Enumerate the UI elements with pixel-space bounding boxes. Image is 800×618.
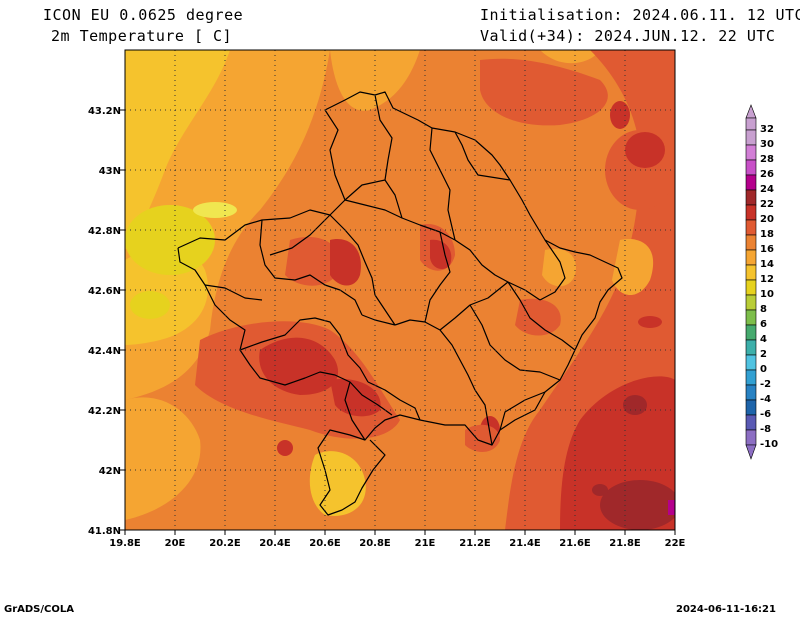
colorbar-label: 18 <box>760 229 774 240</box>
colorbar-label: -10 <box>760 439 778 450</box>
valid-time: Valid(+34): 2024.JUN.12. 22 UTC <box>480 27 776 45</box>
colorbar-cell <box>745 399 757 416</box>
init-time: Initialisation: 2024.06.11. 12 UTC <box>480 6 800 24</box>
colorbar-cell <box>745 204 757 221</box>
colorbar-cell <box>745 159 757 176</box>
colorbar-cell <box>745 174 757 191</box>
colorbar-cell <box>745 234 757 251</box>
colorbar-label: 28 <box>760 154 774 165</box>
colorbar-cell <box>745 279 757 296</box>
colorbar-label: 0 <box>760 364 767 375</box>
lon-tick-label: 20.4E <box>259 538 291 549</box>
lon-tick-label: 19.8E <box>109 538 141 549</box>
colorbar-cell <box>745 414 757 431</box>
colorbar-label: -8 <box>760 424 771 435</box>
colorbar-cell <box>745 219 757 236</box>
colorbar-label: 24 <box>760 184 774 195</box>
colorbar-cell <box>745 144 757 161</box>
colorbar-cell <box>745 429 757 446</box>
colorbar-bottom-arrow <box>745 444 757 460</box>
lon-tick-label: 20.2E <box>209 538 241 549</box>
lon-tick-label: 21E <box>415 538 436 549</box>
lat-tick-label: 42.2N <box>88 406 121 417</box>
lat-tick-label: 42N <box>99 466 121 477</box>
colorbar-cell <box>745 369 757 386</box>
graticule <box>125 50 675 530</box>
lon-tick-label: 20.6E <box>309 538 341 549</box>
colorbar-cell <box>745 309 757 326</box>
footer-timestamp: 2024-06-11-16:21 <box>676 604 776 615</box>
colorbar-cell <box>745 117 757 131</box>
colorbar-label: 14 <box>760 259 774 270</box>
colorbar-cell <box>745 129 757 146</box>
colorbar-cell <box>745 264 757 281</box>
colorbar-label: 6 <box>760 319 767 330</box>
colorbar-cell <box>745 249 757 266</box>
lon-tick-label: 21.6E <box>559 538 591 549</box>
lon-tick-label: 21.8E <box>609 538 641 549</box>
footer-credit: GrADS/COLA <box>4 604 74 615</box>
admin-boundaries <box>177 91 623 516</box>
lat-tick-label: 41.8N <box>88 526 121 537</box>
lat-tick-label: 43N <box>99 166 121 177</box>
colorbar-cell <box>745 294 757 311</box>
colorbar-cell <box>745 354 757 371</box>
lat-tick-label: 42.4N <box>88 346 121 357</box>
colorbar-label: 26 <box>760 169 774 180</box>
colorbar-label: 8 <box>760 304 767 315</box>
lat-tick-label: 42.6N <box>88 286 121 297</box>
colorbar-label: 4 <box>760 334 767 345</box>
lon-tick-label: 20.8E <box>359 538 391 549</box>
field-title: 2m Temperature [ C] <box>51 27 233 45</box>
model-title: ICON EU 0.0625 degree <box>43 6 244 24</box>
lon-tick-label: 21.4E <box>509 538 541 549</box>
colorbar-label: 10 <box>760 289 774 300</box>
colorbar-label: 30 <box>760 139 774 150</box>
axis-ticks: 19.8E 20E 20.2E 20.4E 20.6E 20.8E 21E 21.2E 21.4… <box>88 106 686 549</box>
colorbar-label: 22 <box>760 199 774 210</box>
temperature-field <box>125 50 675 530</box>
lat-tick-label: 42.8N <box>88 226 121 237</box>
lon-tick-label: 22E <box>665 538 686 549</box>
colorbar-cell <box>745 339 757 356</box>
colorbar-label: -6 <box>760 409 771 420</box>
colorbar-label: 20 <box>760 214 774 225</box>
colorbar-top-arrow <box>745 104 757 119</box>
colorbar-label: -2 <box>760 379 771 390</box>
colorbar-label: -4 <box>760 394 771 405</box>
colorbar-label: 32 <box>760 124 774 135</box>
colorbar-label: 12 <box>760 274 774 285</box>
colorbar-cell <box>745 384 757 401</box>
colorbar-label: 2 <box>760 349 767 360</box>
lat-tick-label: 43.2N <box>88 106 121 117</box>
lon-tick-label: 21.2E <box>459 538 491 549</box>
colorbar-cell <box>745 189 757 206</box>
colorbar-cell <box>745 324 757 341</box>
colorbar-label: 16 <box>760 244 774 255</box>
lon-tick-label: 20E <box>165 538 186 549</box>
